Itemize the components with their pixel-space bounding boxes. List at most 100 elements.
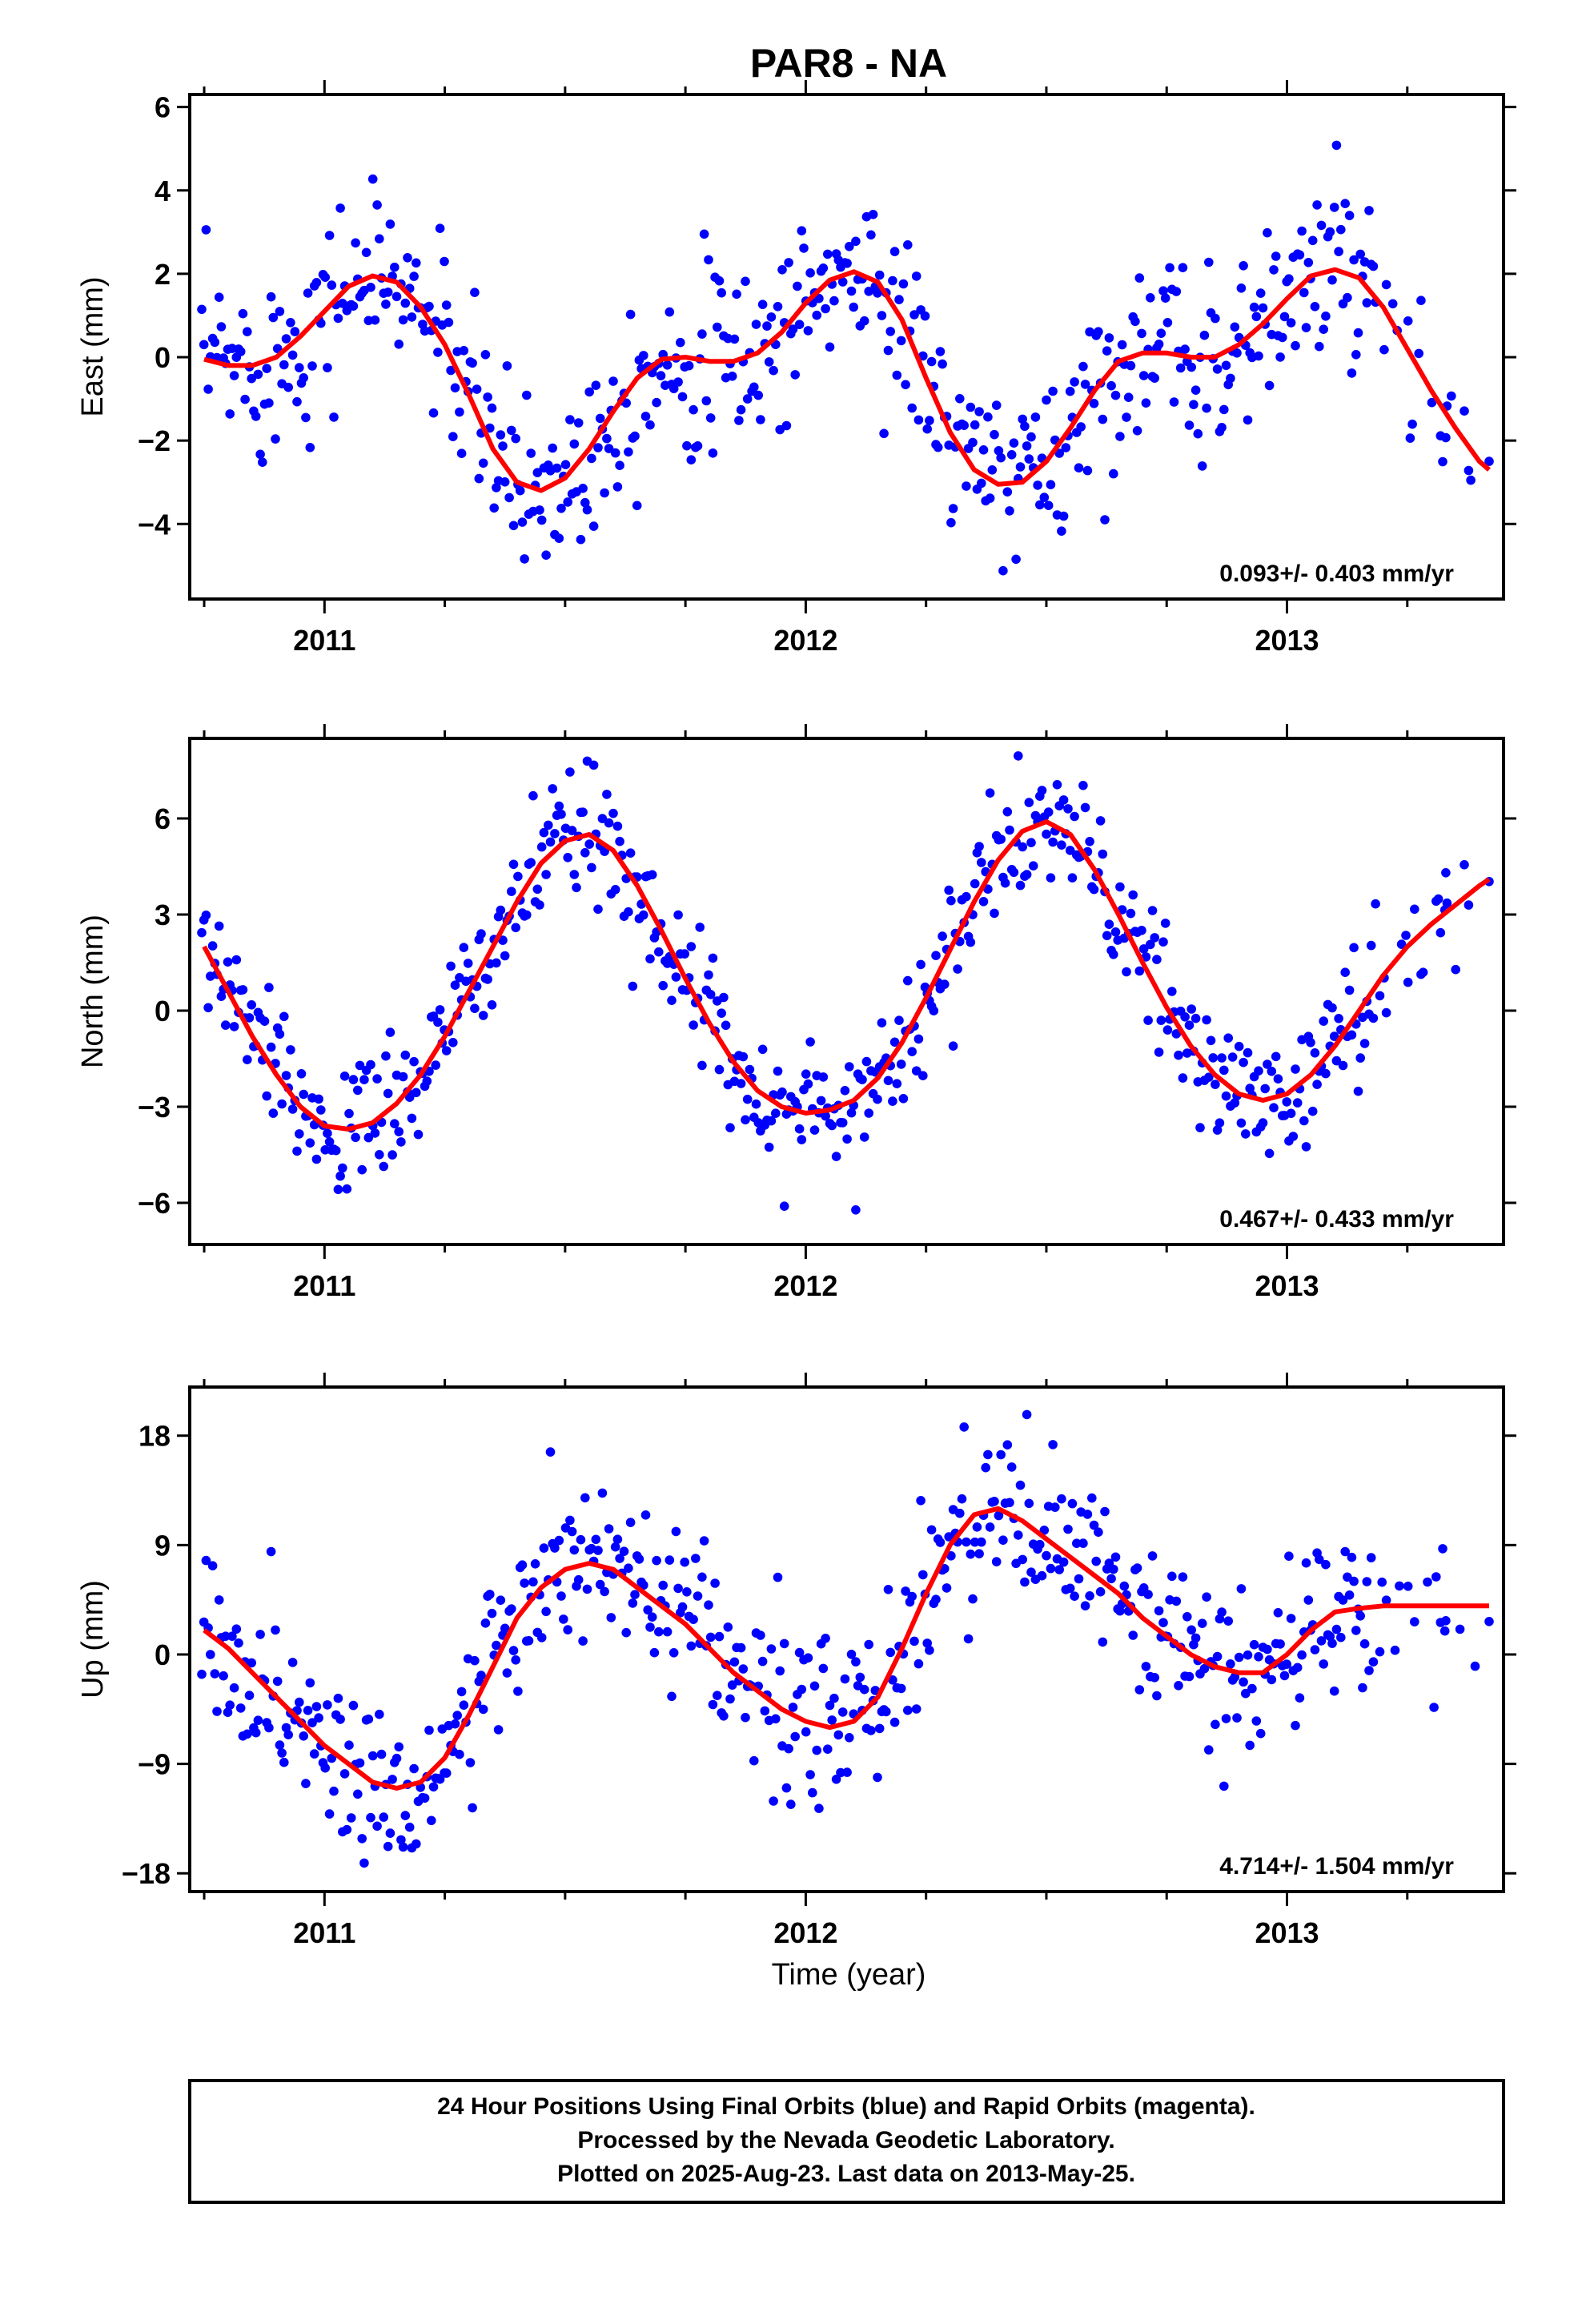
data-point [513, 871, 523, 882]
y-tick-label: −2 [138, 424, 171, 457]
data-point [1396, 939, 1407, 949]
data-point [201, 1555, 211, 1566]
data-point [1451, 964, 1460, 975]
data-point [665, 307, 675, 317]
data-point [311, 278, 322, 287]
data-point [1005, 825, 1014, 835]
data-point [990, 908, 999, 919]
data-point [723, 1622, 733, 1632]
data-point [309, 1749, 319, 1759]
data-point [704, 1600, 713, 1610]
data-point [504, 493, 514, 503]
data-point [1015, 1480, 1026, 1490]
data-point [281, 1071, 291, 1080]
data-point [1212, 364, 1223, 374]
data-point [769, 365, 778, 376]
data-point [539, 1543, 549, 1553]
footer-frame [188, 2079, 1505, 2204]
data-point [1439, 1626, 1450, 1636]
data-point [948, 504, 958, 513]
data-point [1006, 1462, 1017, 1472]
data-point [1336, 224, 1346, 235]
data-point [645, 954, 655, 964]
data-point [727, 372, 737, 381]
data-point [1094, 1527, 1103, 1537]
data-point [1263, 1644, 1272, 1655]
data-point [266, 1546, 276, 1557]
data-point [831, 1152, 841, 1161]
data-point [1297, 1650, 1307, 1660]
data-point [708, 1699, 718, 1710]
data-point [639, 910, 648, 920]
data-point [247, 1658, 257, 1668]
data-point [409, 1056, 419, 1067]
data-point [1162, 318, 1173, 328]
data-point [372, 200, 382, 210]
data-point [1065, 386, 1075, 396]
data-point [803, 326, 813, 336]
data-point [275, 1740, 285, 1750]
data-point [299, 1089, 309, 1100]
data-point [587, 862, 596, 873]
data-point [1299, 287, 1309, 298]
data-point [324, 231, 335, 240]
data-point [1347, 1552, 1357, 1562]
data-point [1000, 878, 1010, 888]
data-point [1104, 333, 1114, 343]
data-point [1117, 340, 1127, 350]
data-point [1109, 468, 1118, 479]
data-point [805, 268, 815, 278]
data-point [1208, 1053, 1218, 1063]
data-point [615, 836, 624, 846]
data-point [705, 990, 716, 999]
data-point [736, 1642, 746, 1653]
data-point [1160, 293, 1170, 304]
data-point [1106, 1574, 1116, 1584]
data-point [1347, 1030, 1357, 1040]
data-point [1141, 1662, 1151, 1671]
data-point [279, 360, 289, 370]
data-point [383, 1088, 393, 1099]
data-point [1212, 1651, 1223, 1662]
y-tick-label: 0 [155, 341, 171, 374]
data-point [1310, 302, 1320, 312]
data-point [483, 392, 492, 402]
data-point [1074, 1574, 1084, 1584]
data-point [472, 384, 482, 394]
data-point [612, 1534, 623, 1544]
data-point [918, 1071, 928, 1080]
data-point [1109, 1564, 1118, 1574]
data-point [1072, 1538, 1082, 1548]
data-point [391, 1753, 402, 1763]
data-point [1271, 251, 1281, 261]
data-point [459, 1700, 469, 1710]
data-point [630, 1590, 640, 1599]
data-point [1227, 1052, 1238, 1062]
data-point [1334, 1014, 1343, 1023]
data-point [907, 1047, 917, 1056]
data-point [1137, 926, 1146, 935]
data-point [567, 1526, 577, 1537]
data-point [520, 554, 529, 564]
data-point [957, 1494, 967, 1504]
data-point [699, 1536, 709, 1546]
data-point [1230, 1098, 1240, 1108]
data-point [925, 416, 934, 425]
data-point [978, 897, 989, 907]
data-point [1067, 1498, 1078, 1509]
data-point [593, 904, 603, 915]
data-point [1197, 461, 1207, 471]
data-point [624, 1563, 633, 1573]
data-point [1018, 1554, 1027, 1565]
data-point [888, 1675, 897, 1685]
data-point [803, 1079, 813, 1089]
data-point [266, 1042, 276, 1052]
data-point [994, 446, 1004, 456]
data-point [816, 1096, 826, 1106]
data-point [394, 340, 404, 349]
data-point [1211, 313, 1220, 324]
data-point [295, 1697, 304, 1707]
data-point [604, 1524, 614, 1534]
data-point [1048, 837, 1058, 847]
data-point [1358, 1683, 1367, 1693]
